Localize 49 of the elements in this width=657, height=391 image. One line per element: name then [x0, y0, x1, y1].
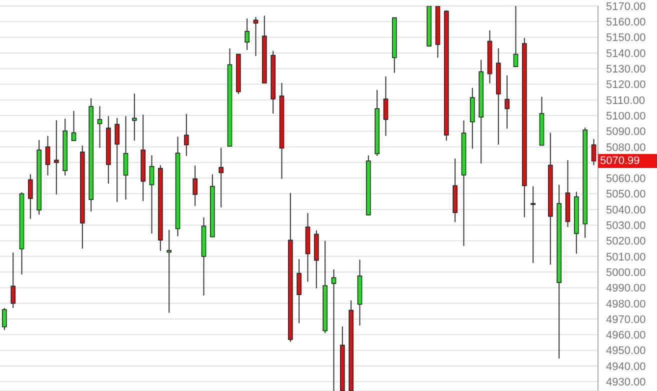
- y-tick-label: 5050.00: [606, 188, 646, 201]
- y-tick-label: 5160.00: [606, 16, 646, 29]
- candlestick: [253, 16, 258, 57]
- candlestick: [244, 18, 250, 50]
- y-tick-label: 5000.00: [606, 266, 646, 279]
- candlestick: [123, 116, 128, 200]
- y-tick-label: 5060.00: [606, 173, 646, 186]
- y-tick-label: 5140.00: [606, 48, 646, 60]
- y-tick-label: 5090.00: [606, 126, 646, 138]
- y-tick-label: 5040.00: [606, 204, 646, 216]
- candlestick: [2, 308, 7, 330]
- y-tick-label: 4970.00: [606, 314, 646, 326]
- y-tick-label: 4980.00: [606, 298, 646, 310]
- candlestick: [591, 138, 596, 166]
- y-tick-label: 5110.00: [606, 94, 645, 107]
- text: 5070.99: [598, 154, 657, 168]
- candlestick: [10, 252, 16, 309]
- candlestick: [192, 165, 198, 206]
- y-tick-label: 5100.00: [606, 110, 646, 122]
- y-tick-label: 5030.00: [606, 220, 646, 232]
- y-tick-label: 5010.00: [606, 251, 646, 264]
- candlestick: [504, 74, 510, 130]
- y-tick-label: 4990.00: [606, 282, 646, 295]
- y-tick-label: 5120.00: [606, 79, 646, 92]
- candlestick: [97, 106, 102, 148]
- candlestick: [149, 154, 154, 234]
- y-tick-label: 4940.00: [606, 360, 646, 373]
- y-tick-label: 5170.00: [606, 0, 646, 13]
- candlestick: [331, 268, 336, 391]
- candlestick: [132, 93, 137, 142]
- candlestick: [383, 76, 388, 136]
- candlestick: [28, 174, 33, 220]
- candlestick: [45, 135, 50, 176]
- candlestick: [296, 258, 302, 324]
- candlestick: [530, 186, 536, 264]
- candlestick: [54, 120, 59, 195]
- candlestick: [184, 113, 189, 156]
- y-tick-label: 5020.00: [606, 236, 646, 248]
- candlestick: [114, 117, 120, 202]
- candlestick: [513, 6, 518, 68]
- candlestick: [71, 110, 76, 142]
- y-tick-label: 5130.00: [606, 64, 646, 76]
- y-tick-label: 4930.00: [606, 376, 646, 389]
- candlestick: [166, 229, 172, 314]
- candlestick: [218, 147, 224, 208]
- y-tick-label: 4960.00: [606, 330, 646, 342]
- y-tick-label: 4950.00: [606, 345, 646, 358]
- y-tick-label: 5150.00: [606, 32, 646, 44]
- y-tick-label: 5080.00: [606, 142, 646, 154]
